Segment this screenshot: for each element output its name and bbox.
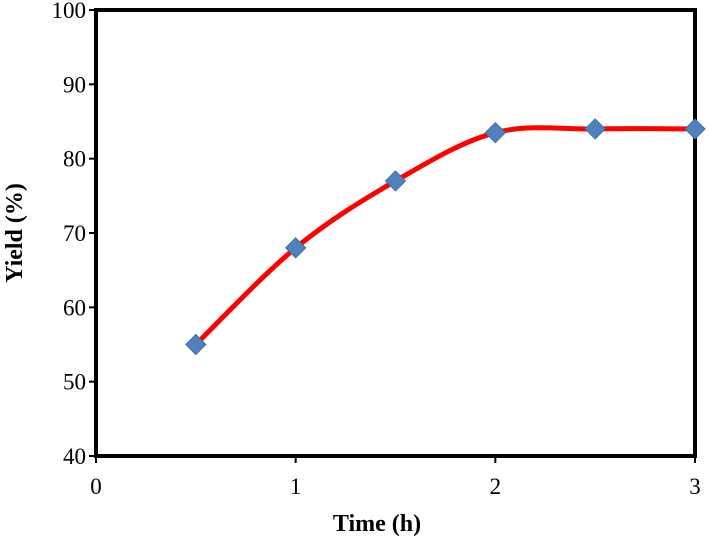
y-tick-label: 100 [52,0,87,23]
y-tick-label: 70 [63,221,86,246]
data-point-marker [185,333,207,356]
data-point-marker [484,121,507,144]
y-axis: 40 50 60 70 80 90 100 [52,0,96,469]
y-tick-label: 80 [63,147,86,172]
y-tick-label: 90 [63,72,86,97]
y-axis-title: Yield (%) [2,183,28,283]
y-tick-label: 60 [63,295,86,320]
x-tick-label: 0 [90,474,102,499]
series-layer [185,118,706,356]
plot-frame [94,8,697,458]
y-tick-label: 40 [63,444,86,469]
plot-area [94,8,697,458]
x-tick-label: 1 [290,474,302,499]
data-point-marker [684,118,706,140]
data-point-marker [284,237,307,259]
x-tick-label: 3 [689,474,701,499]
x-tick-label: 2 [490,474,502,499]
data-point-marker [384,170,407,192]
data-point-marker [584,118,606,140]
x-axis-title: Time (h) [333,511,421,537]
series-line [193,125,698,347]
y-tick-label: 50 [63,370,86,395]
x-axis: 0 1 2 3 [90,456,701,499]
